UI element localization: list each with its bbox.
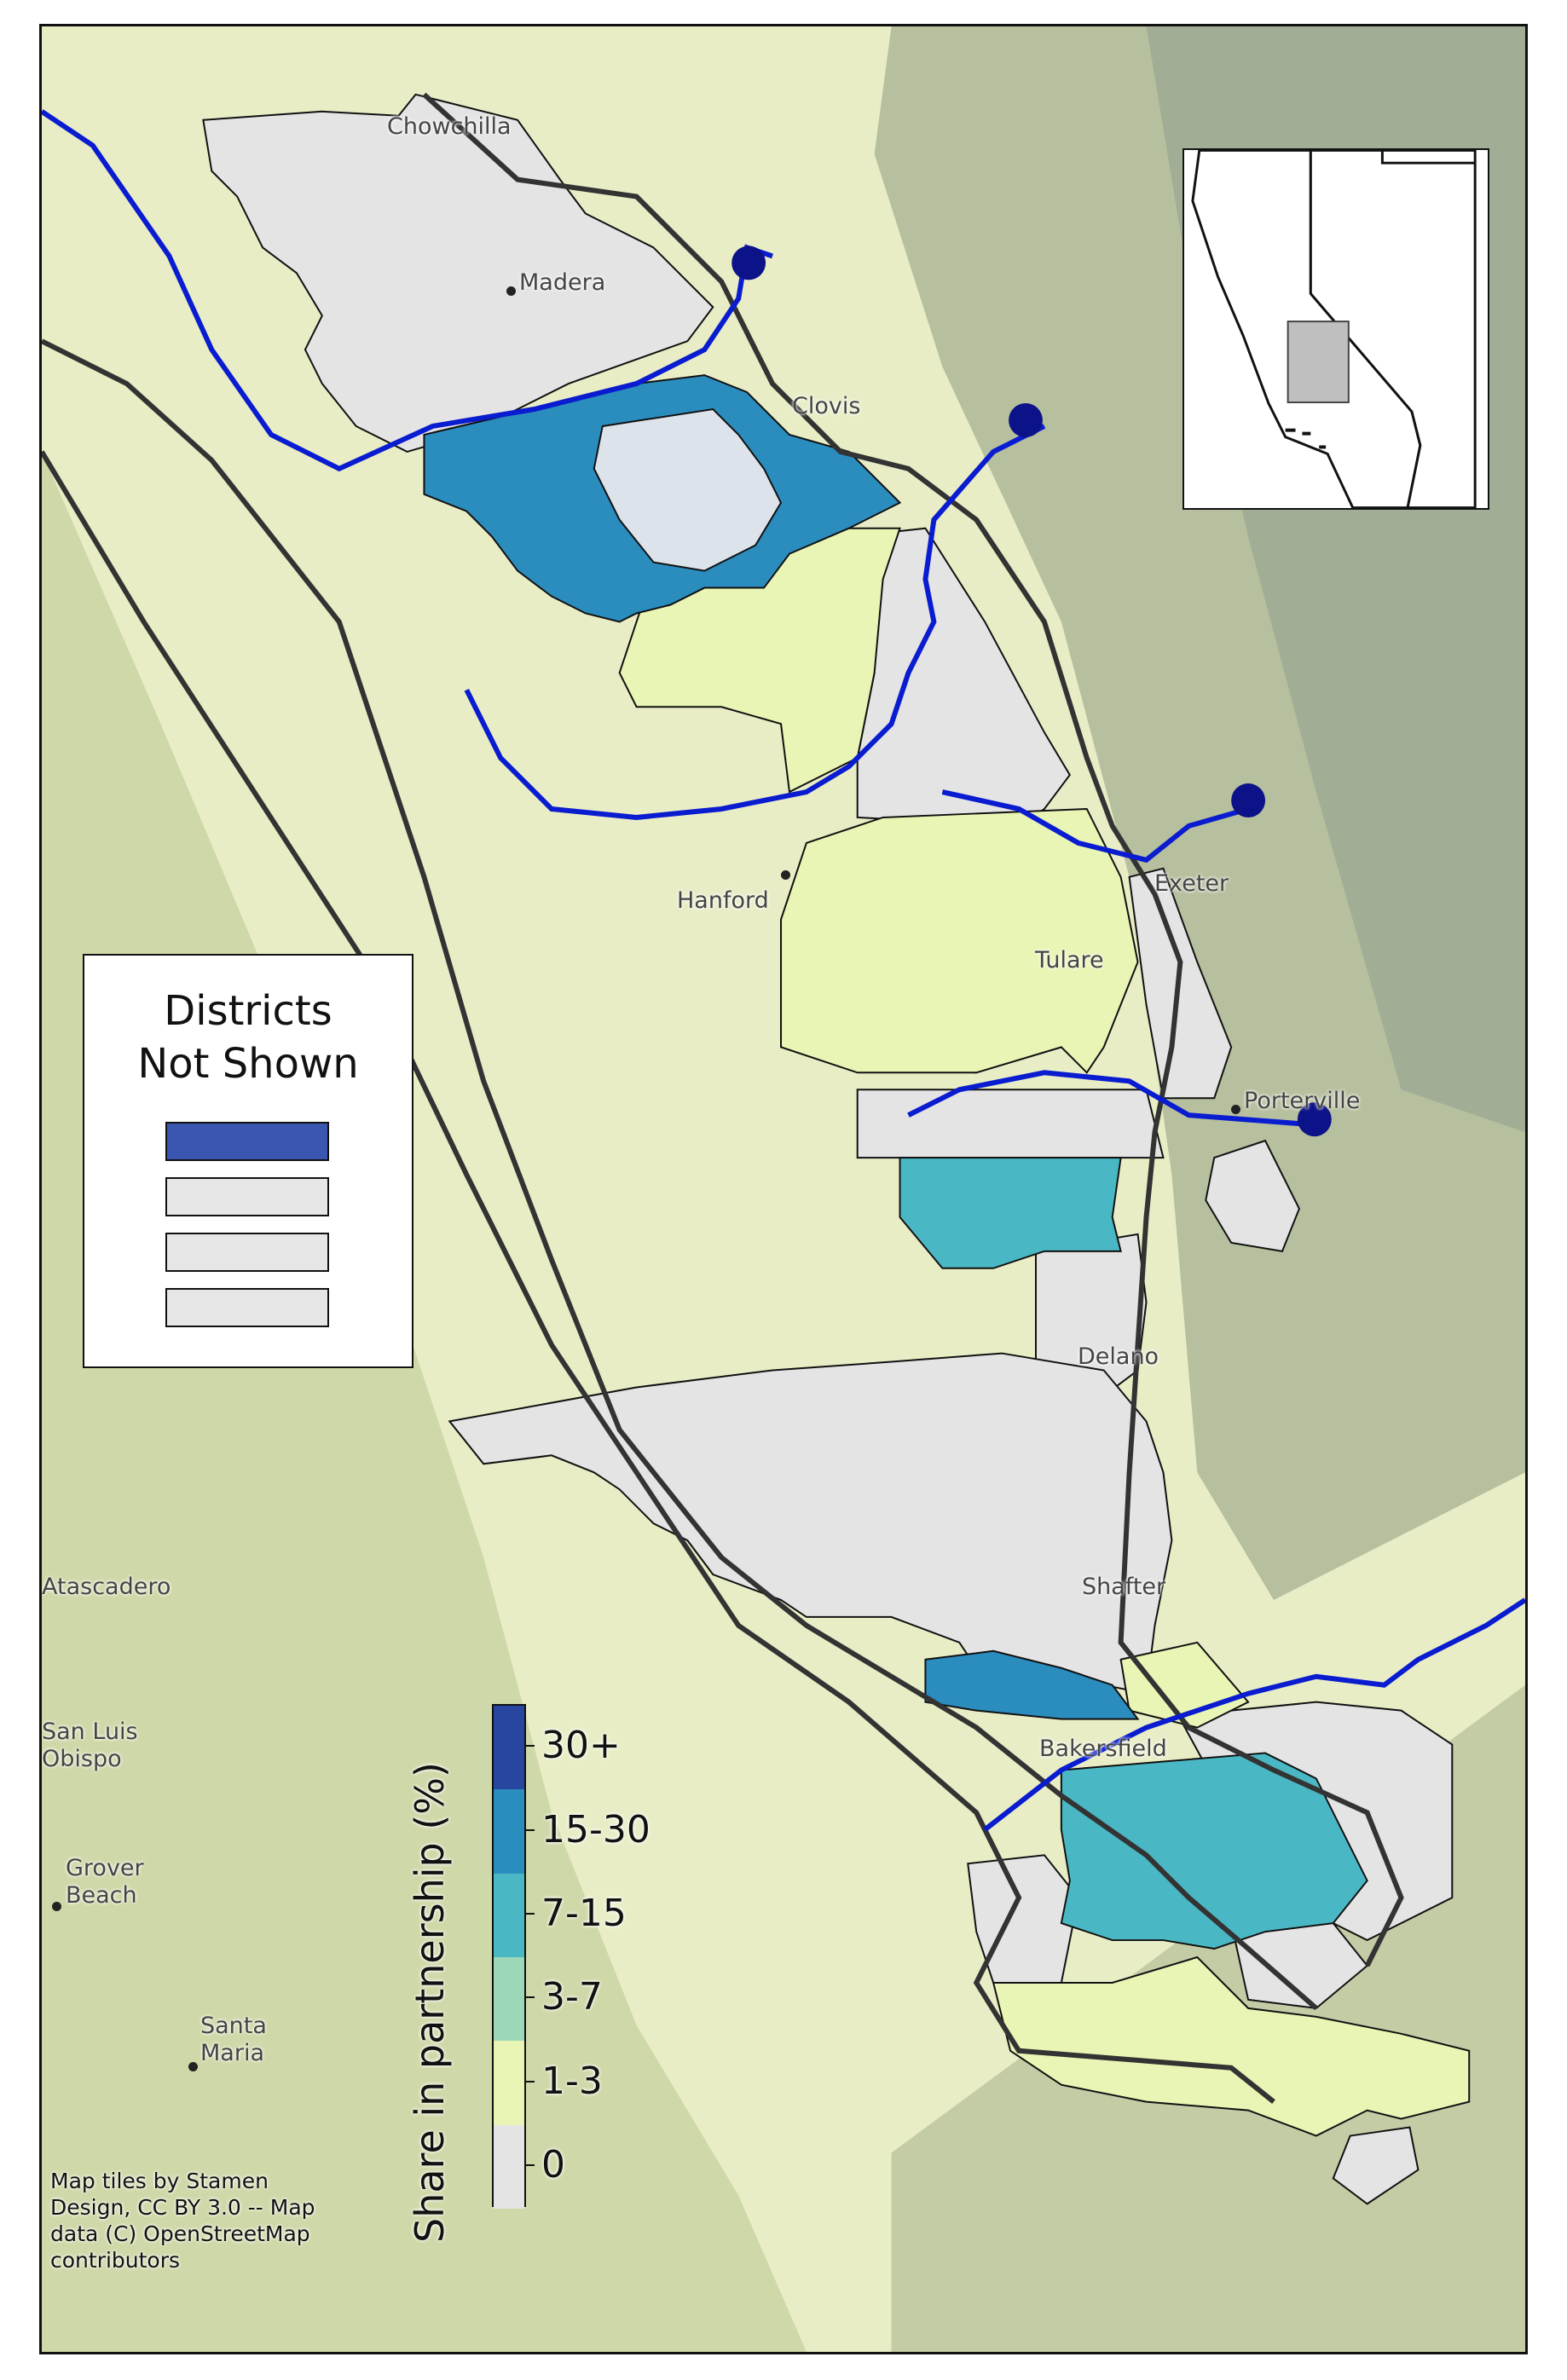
place-label-santa-maria: Santa Maria	[200, 2013, 267, 2066]
canals	[42, 92, 1404, 2104]
colorbar-segment-5	[494, 2124, 524, 2209]
reservoir-success[interactable]	[1297, 1102, 1332, 1137]
colorbar-segment-1	[494, 1789, 524, 1874]
map-attribution: Map tiles by Stamen Design, CC BY 3.0 --…	[50, 2169, 315, 2273]
inset-state-nevada	[1309, 148, 1477, 510]
reservoir-millerton[interactable]	[731, 246, 766, 280]
colorbar-label-5: 0	[541, 2142, 565, 2186]
place-label-clovis: Clovis	[792, 393, 861, 419]
river-kings	[464, 424, 1046, 820]
district-tehachapi-tail[interactable]	[1332, 2126, 1420, 2205]
legend-swatch-2	[165, 1177, 329, 1216]
place-label-chowchilla: Chowchilla	[387, 113, 512, 140]
district-kern-southeast[interactable]	[992, 1955, 1471, 2137]
place-label-atascadero: Atascadero	[42, 1574, 171, 1600]
place-label-grover-beach: Grover Beach	[66, 1855, 144, 1909]
inset-locator-map	[1182, 148, 1489, 510]
district-tulare-mid[interactable]	[856, 1089, 1165, 1159]
river-san-joaquin	[42, 109, 773, 472]
legend-swatch-3	[165, 1233, 329, 1272]
river-kaweah	[941, 789, 1249, 864]
colorbar-segment-2	[494, 1873, 524, 1957]
river-tule	[907, 1070, 1300, 1127]
colorbar-tick-0	[524, 1745, 535, 1747]
districts-7-15[interactable]	[899, 1157, 1368, 1950]
district-tulare-teal[interactable]	[899, 1157, 1122, 1269]
colorbar-label-2: 7-15	[541, 1891, 627, 1935]
river-kern	[983, 1597, 1525, 1832]
colorbar-label-1: 15-30	[541, 1807, 651, 1851]
district-fresno-inner[interactable]	[593, 407, 783, 572]
coastal-hills	[42, 451, 807, 2352]
place-label-bakersfield: Bakersfield	[1039, 1736, 1167, 1762]
place-dot-hanford	[781, 870, 790, 880]
canal-california-aqueduct	[42, 338, 1318, 2011]
legend-districts-not-shown: Districts Not Shown	[83, 954, 413, 1368]
rivers	[42, 109, 1525, 1832]
reservoir-markers[interactable]	[731, 246, 1332, 1137]
colorbar-tick-1	[524, 1828, 535, 1831]
colorbar-tick-3	[524, 1996, 535, 1999]
place-label-hanford: Hanford	[677, 887, 769, 914]
canal-west-branch	[42, 450, 1275, 2104]
inset-study-area	[1287, 321, 1350, 404]
colorbar-label-0: 30+	[541, 1724, 621, 1768]
inset-channel-islands	[1285, 428, 1327, 449]
place-dot-madera	[506, 286, 516, 296]
district-kern-teal[interactable]	[1060, 1752, 1368, 1950]
colorbar-segment-4	[494, 2041, 524, 2125]
place-dot-santa-maria	[188, 2062, 198, 2071]
place-dot-grover-beach	[52, 1902, 61, 1911]
colorbar-title: Share in partnership (%)	[407, 1762, 453, 2243]
place-label-porterville: Porterville	[1244, 1088, 1361, 1114]
colorbar-tick-4	[524, 2080, 535, 2082]
inset-svg	[1191, 148, 1477, 510]
colorbar-label-4: 1-3	[541, 2059, 603, 2103]
district-madera[interactable]	[202, 93, 714, 453]
reservoir-kaweah[interactable]	[1231, 783, 1266, 817]
reservoir-pine-flat[interactable]	[1009, 403, 1043, 437]
colorbar	[492, 1704, 526, 2209]
place-label-delano: Delano	[1078, 1343, 1159, 1370]
colorbar-segment-3	[494, 1957, 524, 2042]
canal-friant-kern	[422, 92, 1404, 1967]
colorbar-segment-0	[494, 1706, 524, 1790]
place-label-tulare: Tulare	[1035, 947, 1104, 973]
inset-state-border-east	[1380, 150, 1476, 165]
colorbar-label-3: 3-7	[541, 1975, 603, 2019]
place-label-exeter: Exeter	[1154, 870, 1229, 897]
place-label-shafter: Shafter	[1082, 1574, 1166, 1600]
district-kings-central[interactable]	[780, 807, 1139, 1074]
map-frame: Chowchilla Madera Clovis Hanford Exeter …	[39, 24, 1528, 2354]
place-label-madera: Madera	[519, 269, 606, 296]
colorbar-tick-2	[524, 1912, 535, 1915]
legend-swatch-4	[165, 1288, 329, 1327]
legend-swatch-1	[165, 1122, 329, 1161]
colorbar-tick-5	[524, 2163, 535, 2166]
district-porterville-east[interactable]	[1205, 1139, 1301, 1252]
place-label-san-luis-obispo: San Luis Obispo	[42, 1719, 138, 1772]
place-dot-porterville	[1231, 1105, 1240, 1114]
legend-title: Districts Not Shown	[137, 987, 359, 1088]
